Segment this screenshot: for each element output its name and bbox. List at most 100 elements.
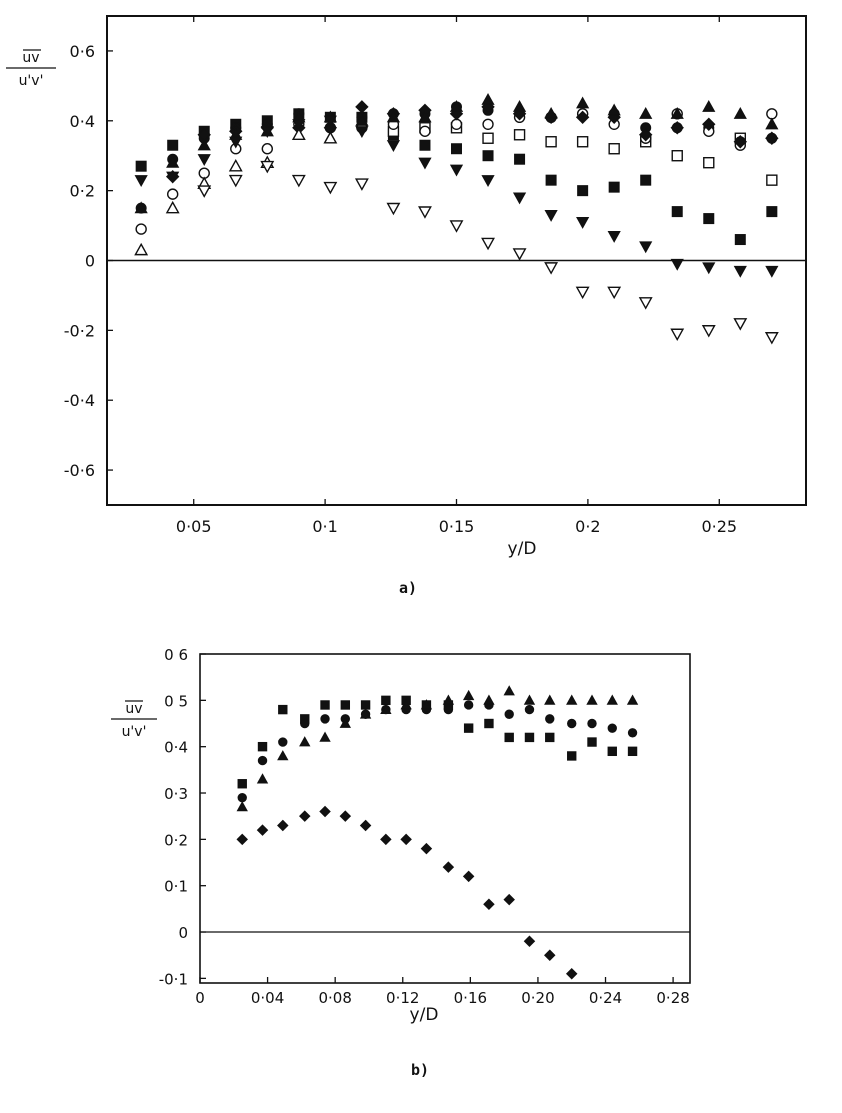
data-point-square-filled — [340, 700, 351, 710]
data-point-circle-open — [766, 108, 778, 120]
x-tick-label: 0·16 — [454, 989, 487, 1007]
data-point-triangle-up-filled — [355, 114, 369, 126]
y-tick-label: -0·4 — [64, 391, 95, 410]
data-point-triangle-up-filled — [670, 107, 684, 119]
data-point-triangle-up-open — [228, 159, 243, 172]
y-ticks-a: 0·6 0·4 0·2 0 -0·2 -0·4 -0·6 — [64, 42, 113, 480]
data-point-diamond-filled — [299, 810, 311, 822]
y-tick-label: -0·1 — [159, 970, 188, 988]
y-tick-label: 0·1 — [164, 878, 188, 896]
data-point-triangle-down-open — [386, 202, 401, 216]
data-point-triangle-up-filled — [566, 694, 578, 705]
data-point-triangle-up-filled — [418, 110, 432, 123]
data-point-diamond-filled — [400, 833, 412, 846]
data-point-triangle-up-filled — [380, 703, 392, 714]
x-tick-label: 0·28 — [656, 989, 689, 1007]
data-point-triangle-down-filled — [670, 258, 684, 271]
data-point-circle-filled — [627, 728, 638, 738]
data-point-triangle-up-open — [323, 131, 338, 144]
data-point-triangle-down-filled — [229, 136, 243, 149]
x-tick-label: 0 — [195, 989, 205, 1007]
data-point-square-open — [608, 143, 620, 155]
y-tick-label: 0·2 — [70, 182, 95, 201]
data-point-triangle-up-filled — [462, 689, 475, 701]
data-point-triangle-down-filled — [576, 216, 590, 229]
data-point-diamond-filled — [483, 898, 495, 910]
data-point-square-open — [671, 150, 683, 162]
data-point-triangle-up-filled — [544, 107, 558, 119]
data-point-triangle-up-filled — [400, 699, 412, 710]
xlabel-a: y/D — [508, 539, 537, 559]
xlabel-b: y/D — [410, 1005, 439, 1025]
x-tick-label: 0·08 — [318, 989, 351, 1007]
data-point-triangle-up-filled — [299, 736, 311, 747]
data-point-triangle-up-filled — [481, 93, 495, 105]
data-point-triangle-up-filled — [236, 801, 248, 812]
data-point-square-filled — [545, 174, 557, 186]
data-point-square-open — [482, 132, 494, 144]
data-point-triangle-up-filled — [386, 110, 401, 123]
data-point-diamond-filled — [565, 967, 578, 980]
data-point-triangle-down-filled — [449, 164, 464, 177]
data-point-square-open — [576, 136, 589, 148]
y-tick-label: 0·3 — [164, 785, 188, 803]
data-point-square-filled — [671, 206, 683, 218]
data-point-triangle-down-filled — [607, 230, 621, 243]
y-tick-label: 0 — [178, 924, 188, 942]
data-point-triangle-down-open — [607, 286, 622, 300]
x-tick-label: 0·15 — [439, 517, 475, 536]
data-point-square-filled — [451, 143, 462, 155]
data-point-circle-filled — [278, 737, 288, 747]
data-point-circle-filled — [443, 704, 454, 715]
data-point-square-open — [513, 129, 526, 141]
data-point-circle-filled — [257, 755, 268, 766]
data-point-triangle-up-filled — [449, 100, 464, 112]
data-point-square-filled — [766, 206, 778, 218]
data-point-triangle-down-filled — [418, 157, 432, 170]
data-point-triangle-down-filled — [765, 265, 779, 278]
ylabel-denominator-b: u'v' — [122, 724, 147, 740]
panel-b: 0 6 0 5 0·4 0·3 0·2 0·1 0 -0·1 0 0·04 0·08 0·12 0·1… — [111, 646, 691, 1079]
data-point-diamond-filled — [355, 100, 369, 114]
data-point-triangle-down-open — [512, 248, 527, 261]
data-point-triangle-down-open — [197, 185, 212, 198]
data-point-triangle-up-filled — [702, 100, 716, 112]
data-point-diamond-filled — [236, 833, 248, 846]
data-point-square-filled — [278, 704, 288, 715]
data-point-square-filled — [608, 181, 620, 193]
data-point-circle-open — [135, 223, 147, 235]
data-point-triangle-down-filled — [512, 192, 527, 205]
caption-a: a) — [399, 579, 417, 597]
data-point-triangle-up-open — [134, 242, 149, 256]
data-point-diamond-filled — [702, 117, 716, 131]
data-point-triangle-up-filled — [483, 694, 495, 705]
y-tick-label: 0·4 — [164, 739, 188, 757]
data-point-square-filled — [567, 751, 577, 761]
data-point-square-filled — [484, 718, 494, 729]
data-point-diamond-filled — [670, 121, 684, 135]
data-point-triangle-down-open — [701, 325, 716, 338]
data-point-triangle-down-filled — [355, 126, 369, 139]
data-point-circle-filled — [300, 718, 310, 729]
caption-b: b) — [411, 1061, 429, 1079]
data-point-triangle-down-filled — [639, 241, 653, 254]
data-point-triangle-up-open — [291, 127, 306, 141]
data-point-triangle-down-open — [418, 206, 432, 219]
data-point-triangle-up-filled — [277, 750, 289, 761]
x-tick-label: 0·25 — [701, 517, 737, 536]
data-point-triangle-down-filled — [733, 265, 747, 278]
data-points-a — [134, 93, 779, 345]
data-point-triangle-down-open — [544, 262, 559, 275]
data-point-diamond-filled — [442, 861, 455, 873]
data-point-circle-filled — [237, 792, 247, 803]
data-point-circle-filled — [463, 700, 474, 710]
data-point-triangle-up-open — [165, 200, 180, 214]
y-tick-label: 0·6 — [70, 42, 95, 61]
data-point-square-filled — [627, 746, 638, 757]
data-point-triangle-down-open — [733, 318, 748, 331]
data-point-square-filled — [237, 779, 247, 789]
data-point-square-filled — [524, 732, 535, 743]
x-tick-label: 0·24 — [589, 989, 622, 1007]
data-point-triangle-up-filled — [523, 694, 536, 705]
data-point-square-filled — [463, 723, 474, 733]
